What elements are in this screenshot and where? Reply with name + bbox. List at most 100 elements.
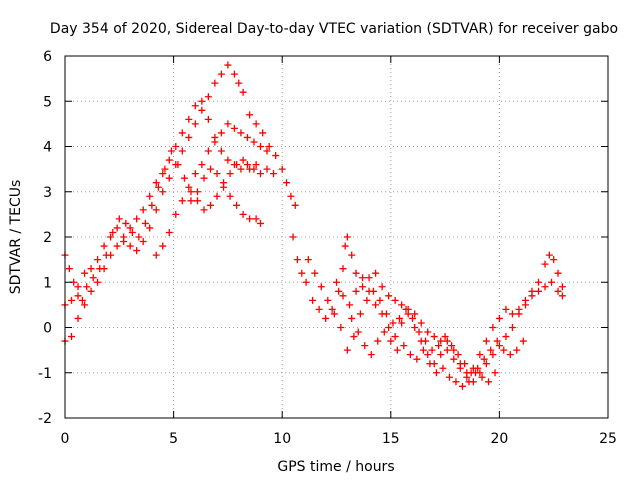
data-point: [74, 314, 82, 322]
data-point: [356, 310, 364, 318]
data-point: [489, 324, 497, 331]
data-point: [256, 170, 264, 178]
data-point: [450, 355, 458, 363]
data-point: [309, 296, 317, 304]
data-point: [265, 143, 273, 150]
data-point: [374, 337, 382, 345]
data-point: [113, 242, 121, 250]
data-point: [252, 120, 260, 128]
data-point: [293, 256, 301, 264]
data-point: [207, 165, 215, 173]
y-tick-label: 5: [43, 94, 52, 110]
data-point: [128, 228, 136, 236]
data-point: [235, 79, 243, 87]
data-point: [361, 342, 369, 350]
data-point: [165, 228, 173, 236]
data-point: [372, 301, 380, 309]
data-point: [450, 346, 458, 354]
data-point: [472, 369, 480, 377]
data-point: [317, 283, 325, 291]
data-point: [428, 346, 436, 354]
data-point: [445, 373, 453, 381]
data-point: [350, 333, 358, 341]
data-point: [115, 215, 123, 223]
data-point: [417, 319, 425, 327]
data-point: [259, 129, 267, 137]
data-point: [385, 324, 393, 331]
axis-ticks: [64, 55, 609, 419]
data-point: [495, 314, 503, 322]
data-point: [322, 314, 330, 322]
series-track-f: [289, 233, 566, 386]
data-point: [465, 378, 473, 386]
data-point: [120, 238, 128, 246]
data-point: [159, 242, 167, 250]
data-point: [252, 215, 260, 223]
data-point: [239, 210, 247, 218]
data-point: [172, 143, 180, 150]
series-track-h: [333, 251, 566, 377]
data-point: [476, 351, 484, 359]
data-point: [541, 260, 549, 268]
data-point: [287, 192, 295, 200]
data-point: [339, 265, 347, 273]
data-point: [217, 147, 225, 155]
data-point: [406, 351, 414, 359]
data-point: [211, 79, 219, 87]
data-point: [89, 274, 97, 282]
data-point: [395, 314, 403, 322]
data-point: [378, 283, 386, 291]
data-point: [204, 93, 212, 101]
data-point: [489, 351, 497, 359]
y-tick-label: 3: [43, 185, 52, 201]
data-point: [178, 197, 186, 205]
y-axis-label: SDTVAR / TECUs: [8, 180, 24, 295]
chart-title: Day 354 of 2020, Sidereal Day-to-day VTE…: [50, 21, 618, 37]
data-point: [200, 174, 208, 182]
data-point: [435, 342, 443, 350]
data-point: [402, 305, 410, 313]
data-point: [548, 278, 556, 286]
data-point: [161, 165, 169, 173]
data-point: [187, 188, 195, 196]
data-point: [289, 233, 297, 241]
data-point: [352, 269, 360, 277]
data-point: [165, 156, 173, 164]
data-point: [230, 124, 238, 132]
data-point: [74, 292, 82, 300]
data-point: [191, 170, 199, 178]
data-point: [185, 115, 193, 123]
data-point: [230, 70, 238, 78]
data-point: [193, 188, 201, 196]
grid-lines: [65, 56, 608, 418]
data-point: [146, 192, 154, 200]
data-point: [339, 292, 347, 300]
data-point: [107, 233, 115, 241]
y-tick-label: 0: [43, 321, 52, 337]
data-point: [352, 287, 360, 295]
data-point: [545, 251, 553, 259]
data-point: [243, 133, 251, 141]
data-point: [443, 337, 451, 345]
data-point: [409, 314, 417, 322]
data-point: [159, 170, 167, 178]
data-point: [372, 269, 380, 277]
data-point: [139, 238, 147, 246]
data-point: [387, 337, 395, 345]
data-point: [246, 165, 254, 173]
data-point: [452, 378, 460, 386]
data-point: [87, 287, 95, 295]
data-point: [389, 319, 397, 327]
data-point: [554, 287, 562, 295]
data-point: [508, 310, 516, 318]
data-point: [493, 337, 501, 345]
data-point: [363, 296, 371, 304]
data-point: [348, 314, 356, 322]
data-point: [346, 301, 354, 309]
data-point: [541, 283, 549, 291]
data-point: [178, 129, 186, 137]
data-point: [491, 369, 499, 377]
series-track-d: [152, 120, 271, 259]
data-point: [424, 328, 432, 336]
